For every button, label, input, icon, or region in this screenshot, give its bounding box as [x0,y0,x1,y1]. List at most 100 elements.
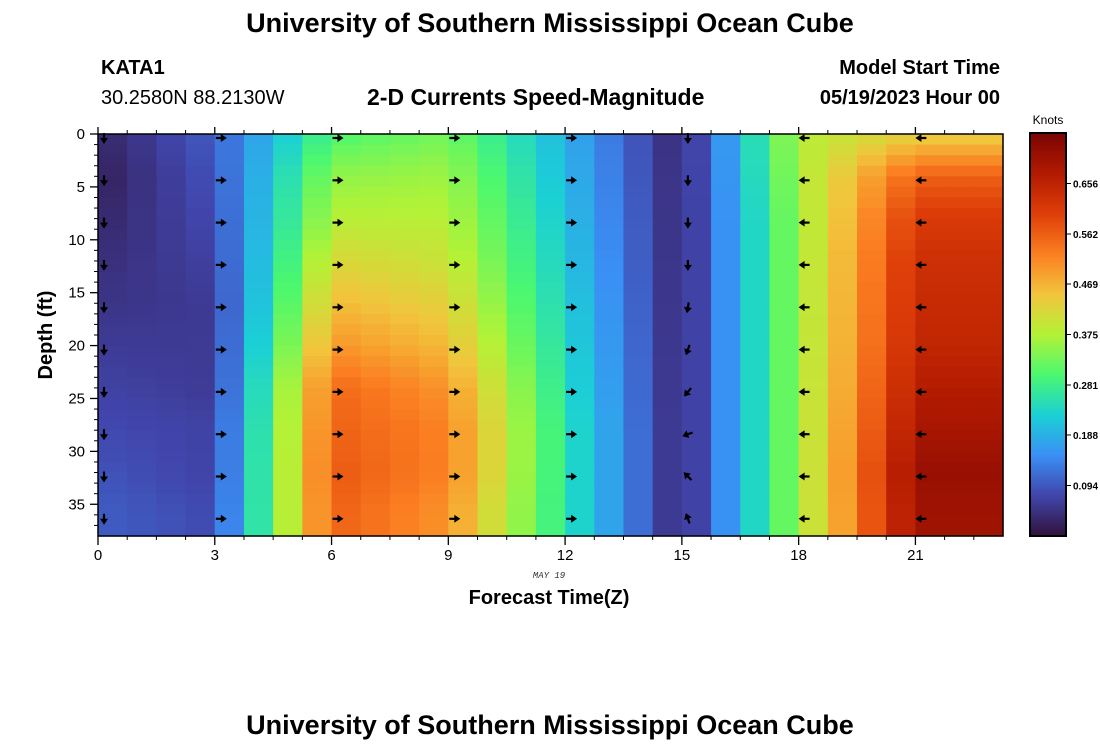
heat-cell [915,345,946,357]
heat-cell [98,493,128,505]
heat-cell [681,419,712,431]
heat-cell [565,292,595,304]
heat-cell [857,324,887,336]
heat-cell [214,335,245,347]
heat-cell [360,419,391,431]
current-arrow [100,302,108,314]
heat-cell [127,313,157,326]
heat-cell [886,356,917,368]
heat-cell [857,165,887,177]
heat-cell [127,377,157,389]
heat-cell [711,155,741,167]
heat-cell [477,303,508,315]
current-arrow [332,218,344,227]
heat-cell [185,419,216,431]
heat-cell [243,398,274,410]
heat-cell [273,197,303,209]
heat-cell [535,483,566,495]
heat-cell [127,165,157,177]
heat-cell [827,356,858,368]
heat-cell [944,483,975,495]
heat-cell [798,144,829,156]
heat-cell [243,483,274,495]
heat-cell [769,504,800,516]
heat-cell [827,134,858,146]
heat-cell [243,430,274,442]
heat-cell [740,176,771,188]
heat-cell [594,218,625,230]
heat-cell [769,176,800,188]
heat-cell [331,409,362,421]
heat-cell [98,377,128,389]
heat-cell [565,218,595,230]
heat-cell [506,356,537,368]
heat-cell [448,356,479,368]
heat-cell [185,271,216,283]
heat-cell [973,366,1004,378]
heat-cell [594,292,625,304]
heat-cell [185,197,216,209]
heat-cell [798,335,829,347]
heat-cell [156,356,187,368]
heat-cell [477,525,508,537]
heat-cell [302,387,333,400]
heat-cell [302,440,333,452]
heat-cell [915,292,946,304]
heat-cell [711,260,741,273]
heat-cell [302,176,333,188]
current-arrow [915,345,927,354]
heat-cell [214,461,245,474]
heat-cell [127,335,157,347]
heat-cell [214,176,245,188]
heat-cell [594,493,625,505]
heat-cell [156,208,187,220]
heat-cell [506,313,537,326]
heat-cell [944,303,975,315]
heat-cell [477,186,508,199]
model-start-value: 05/19/2023 Hour 00 [819,87,1000,109]
heat-cell [419,525,449,537]
heat-cell [769,419,800,431]
heat-cell [886,525,917,537]
heat-cell [798,208,829,220]
heat-cell [506,387,537,400]
heat-cell [331,197,362,209]
heat-cell [156,409,187,421]
heat-cell [594,239,625,251]
heat-cell [448,176,479,188]
heat-cell [711,165,741,177]
heat-cell [944,229,975,241]
heat-cell [565,176,595,188]
heat-cell [389,186,420,199]
heat-cell [798,313,829,326]
heat-cell [886,461,917,474]
heat-cell [98,271,128,283]
current-arrow [915,303,927,312]
heat-cell [652,493,683,505]
current-arrow [100,471,108,483]
heat-cell [273,186,303,199]
heat-cell [331,398,362,410]
heat-cell [681,366,712,378]
heat-cell [127,229,157,241]
heat-cell [214,345,245,357]
heat-cell [827,229,858,241]
heat-cell [769,483,800,495]
heat-cell [506,186,537,199]
heat-cell [594,409,625,421]
current-arrow [332,387,344,396]
heat-cell [827,514,858,527]
heat-cell [944,292,975,304]
heat-cell [886,472,917,484]
heat-cell [565,387,595,400]
heat-cell [331,186,362,199]
heat-cell [506,440,537,452]
heat-cell [915,155,946,167]
heat-cell [389,144,420,156]
heat-cell [331,451,362,463]
heat-cell [594,345,625,357]
heat-cell [127,282,157,294]
heat-cell [769,398,800,410]
heat-cell [243,324,274,336]
x-tick-label: 18 [790,547,807,564]
